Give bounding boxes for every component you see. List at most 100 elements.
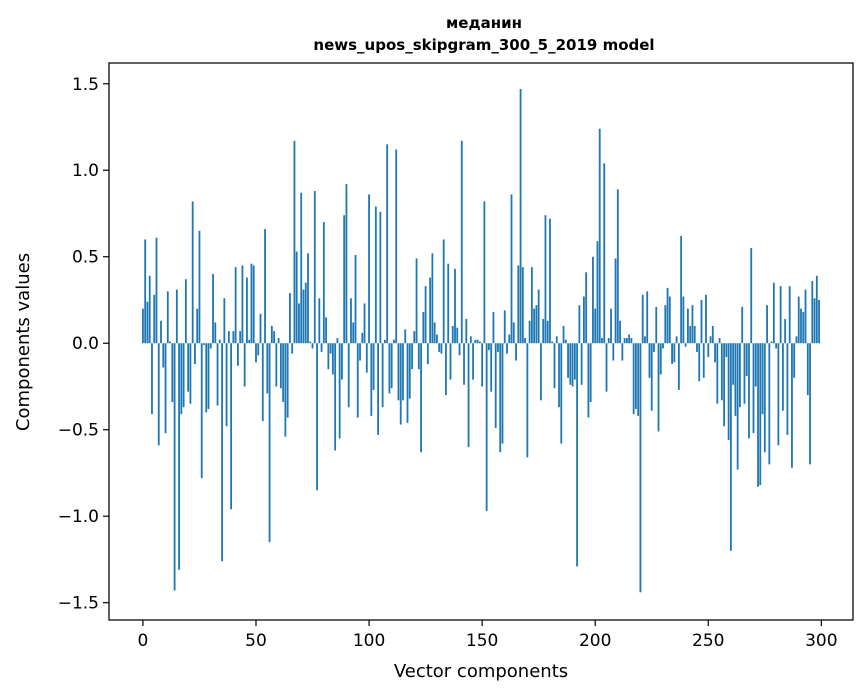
bar-133 [442, 239, 445, 344]
bar-262 [734, 343, 737, 416]
bar-136 [449, 343, 452, 380]
bar-263 [736, 343, 739, 470]
bar-61 [279, 343, 282, 389]
bar-241 [687, 308, 689, 344]
bar-44 [241, 265, 244, 344]
bar-67 [293, 140, 296, 344]
bar-45 [243, 343, 246, 387]
bar-14 [173, 343, 176, 591]
bar-56 [268, 343, 271, 543]
bar-156 [494, 343, 497, 428]
bar-7 [157, 343, 160, 446]
bar-253 [714, 343, 716, 363]
bar-149 [478, 341, 481, 344]
bar-35 [221, 343, 223, 562]
bar-137 [451, 325, 454, 344]
bar-145 [469, 336, 472, 344]
bar-256 [720, 343, 723, 401]
bar-72 [304, 282, 307, 344]
bar-234 [671, 343, 673, 364]
bar-157 [497, 343, 499, 352]
bar-207 [610, 308, 612, 344]
bar-248 [702, 343, 705, 378]
bar-296 [811, 280, 814, 344]
bar-206 [607, 338, 610, 344]
bar-236 [675, 336, 678, 344]
bar-59 [275, 343, 278, 387]
bar-270 [752, 343, 755, 434]
chart-title-line1: меданин [446, 14, 522, 32]
plot-frame [108, 62, 854, 621]
bar-125 [424, 286, 427, 344]
bar-221 [641, 294, 644, 344]
y-tick-label-2: −0.5 [58, 421, 99, 441]
bar-278 [770, 341, 773, 344]
bar-6 [155, 237, 158, 344]
bar-30 [209, 343, 212, 349]
bar-32 [214, 322, 217, 344]
bar-108 [386, 144, 389, 344]
bar-201 [596, 241, 599, 344]
bar-295 [809, 343, 811, 465]
bar-292 [802, 312, 805, 344]
bar-227 [655, 306, 658, 344]
bar-185 [560, 343, 563, 444]
bar-276 [766, 305, 768, 344]
bar-106 [381, 343, 384, 408]
bar-283 [781, 343, 784, 411]
bar-112 [395, 149, 398, 344]
bar-190 [571, 343, 574, 387]
bar-28 [205, 343, 208, 413]
bar-247 [700, 299, 703, 344]
bar-117 [406, 343, 409, 423]
bar-239 [682, 296, 685, 344]
bar-110 [390, 343, 393, 389]
bar-55 [266, 343, 269, 394]
bar-52 [259, 313, 262, 344]
bar-68 [295, 251, 298, 344]
bar-143 [465, 319, 468, 344]
bar-129 [433, 322, 436, 344]
bars-group [142, 88, 820, 593]
bar-121 [415, 258, 418, 344]
bar-163 [510, 194, 513, 344]
bar-224 [648, 343, 651, 378]
x-tick-label-300: 300 [805, 631, 837, 651]
bar-284 [784, 319, 787, 344]
bar-168 [521, 267, 524, 344]
bar-268 [748, 343, 750, 439]
bar-150 [481, 343, 484, 387]
bar-43 [239, 331, 242, 344]
bar-266 [743, 343, 746, 404]
bar-1 [144, 239, 147, 344]
bar-46 [246, 277, 248, 344]
bar-140 [458, 343, 461, 356]
bar-38 [227, 331, 230, 344]
bar-273 [759, 343, 762, 486]
bar-57 [270, 325, 273, 344]
bar-91 [347, 343, 350, 408]
bar-238 [680, 235, 683, 344]
bar-233 [668, 296, 671, 344]
bar-78 [318, 298, 321, 344]
bar-250 [707, 343, 710, 358]
bar-109 [388, 343, 391, 394]
bar-77 [316, 343, 318, 491]
bar-47 [248, 339, 251, 344]
bar-64 [286, 343, 289, 418]
bar-105 [379, 211, 382, 344]
bar-188 [567, 343, 569, 378]
bar-279 [772, 282, 775, 344]
bar-83 [329, 343, 332, 354]
bar-174 [535, 305, 538, 344]
bar-111 [393, 339, 395, 344]
x-tick-label-0: 0 [138, 631, 149, 651]
bar-86 [336, 338, 339, 344]
bar-209 [614, 258, 617, 344]
bar-65 [289, 293, 291, 344]
y-tick-label-5: 1.0 [72, 161, 99, 181]
bar-162 [508, 334, 511, 344]
bar-274 [761, 343, 764, 415]
bar-138 [454, 268, 456, 344]
bar-4 [151, 343, 153, 415]
